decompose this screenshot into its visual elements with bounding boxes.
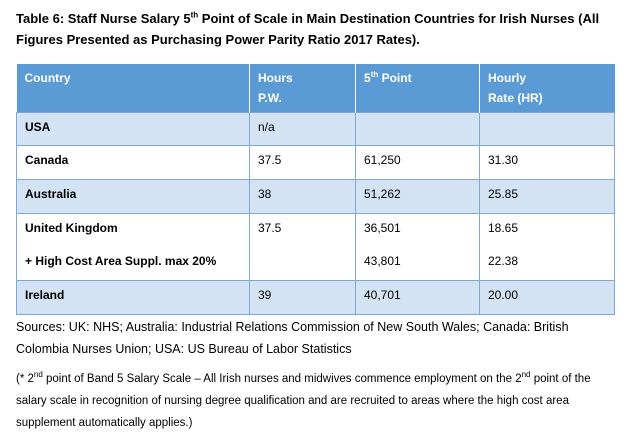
cell-hourly-rate-base: 18.65 <box>488 221 519 235</box>
cell-fifth-point-base: 36,501 <box>364 221 401 235</box>
cell-hourly-rate <box>479 112 615 146</box>
cell-fifth-point-supplement: 43,801 <box>364 254 401 268</box>
cell-hourly-rate: 20.00 <box>479 280 615 315</box>
table-caption: Table 6: Staff Nurse Salary 5th Point of… <box>16 10 600 47</box>
footnote: (* 2nd point of Band 5 Salary Scale – Al… <box>16 370 591 429</box>
header-country: Country <box>16 64 250 113</box>
cell-fifth-point <box>355 112 480 146</box>
cell-country: Australia <box>16 179 250 214</box>
header-hourly-rate: Hourly Rate (HR) <box>479 64 615 113</box>
cell-fifth-point: 61,250 <box>355 145 480 180</box>
cell-fifth-point: 36,501 43,801 <box>355 213 480 281</box>
header-fifth-point: 5th Point <box>355 64 480 113</box>
cell-hourly-rate: 25.85 <box>479 179 615 214</box>
table-row-usa: USA n/a <box>16 112 615 146</box>
sources-note: Sources: UK: NHS; Australia: Industrial … <box>16 320 569 356</box>
table-row-united-kingdom: United Kingdom + High Cost Area Suppl. m… <box>16 213 615 281</box>
table-header-row: Country Hours P.W. 5th Point Hourly Rate (… <box>16 64 615 113</box>
cell-country: USA <box>16 112 250 146</box>
header-hours: Hours P.W. <box>249 64 356 113</box>
table-row-australia: Australia 38 51,262 25.85 <box>16 179 615 214</box>
cell-fifth-point: 40,701 <box>355 280 480 315</box>
cell-country-name: United Kingdom <box>25 221 118 235</box>
cell-hourly-rate: 18.65 22.38 <box>479 213 615 281</box>
cell-hours: 37.5 <box>249 213 356 281</box>
cell-country: Ireland <box>16 280 250 315</box>
cell-hourly-rate-supplement: 22.38 <box>488 254 519 268</box>
cell-hours: n/a <box>249 112 356 146</box>
cell-fifth-point: 51,262 <box>355 179 480 214</box>
cell-hourly-rate: 31.30 <box>479 145 615 180</box>
cell-hours: 39 <box>249 280 356 315</box>
cell-hours: 38 <box>249 179 356 214</box>
cell-hours: 37.5 <box>249 145 356 180</box>
cell-country: United Kingdom + High Cost Area Suppl. m… <box>16 213 250 281</box>
table-row-canada: Canada 37.5 61,250 31.30 <box>16 145 615 180</box>
cell-country: Canada <box>16 145 250 180</box>
cell-supplement-label: + High Cost Area Suppl. max 20% <box>25 254 217 268</box>
table-row-ireland: Ireland 39 40,701 20.00 <box>16 280 615 315</box>
salary-table: Country Hours P.W. 5th Point Hourly Rate (… <box>16 64 615 315</box>
